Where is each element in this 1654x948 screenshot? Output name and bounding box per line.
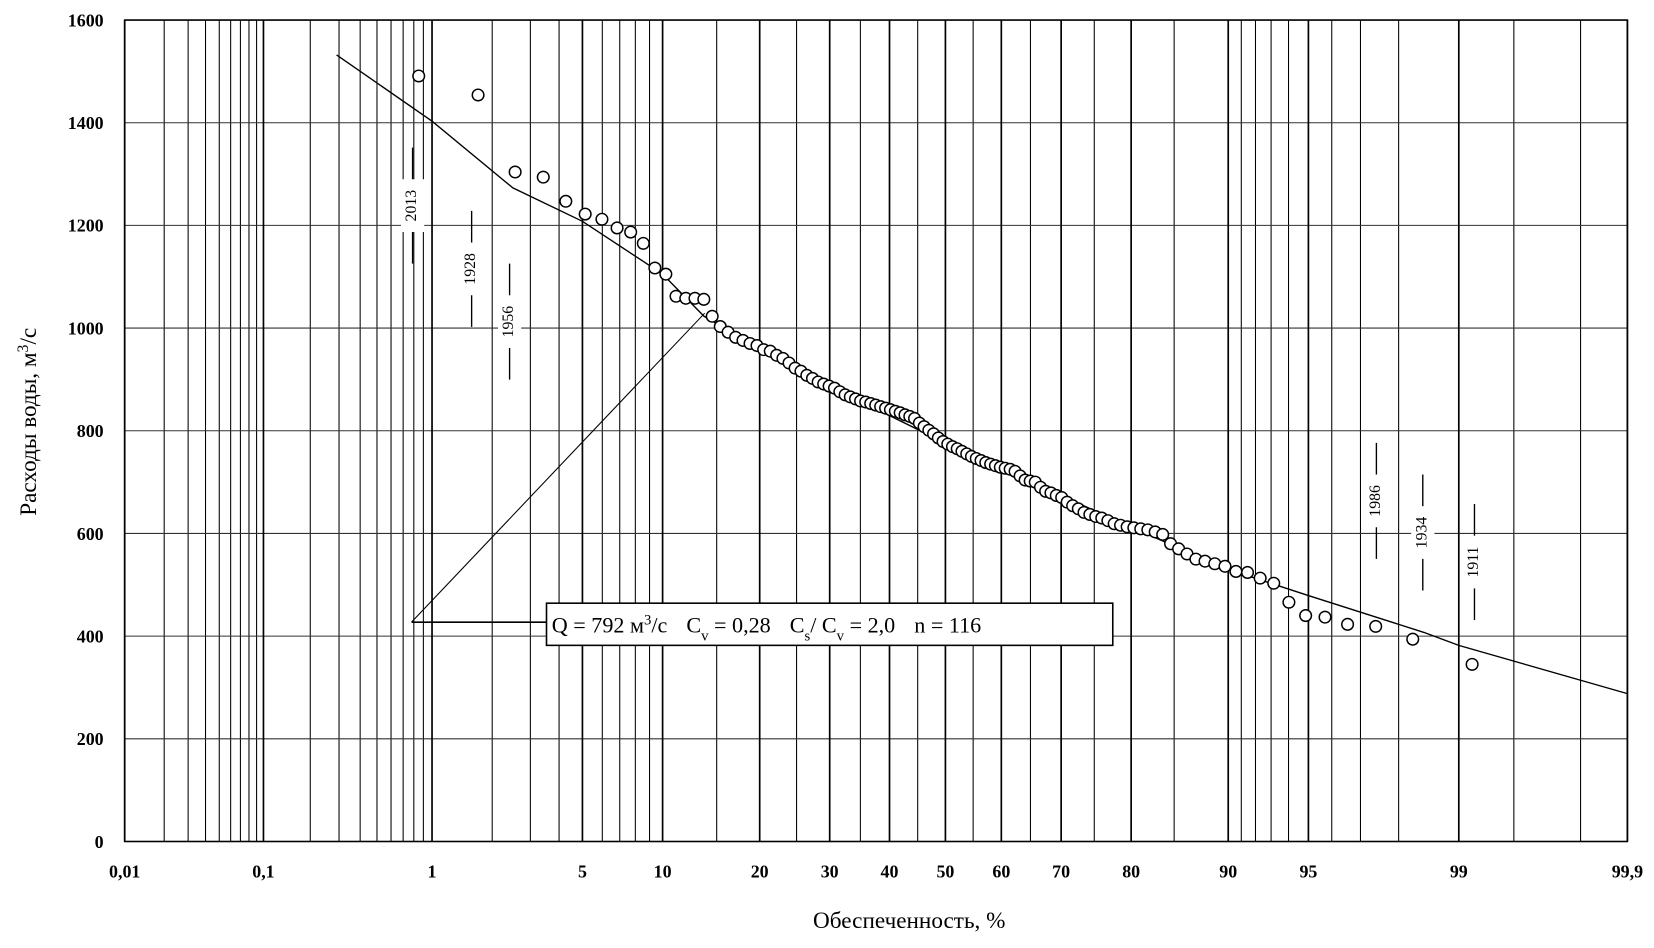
- data-point: [1318, 610, 1332, 624]
- y-tick-label: 800: [77, 421, 104, 441]
- data-point: [595, 212, 609, 226]
- year-label: 1986: [1367, 485, 1384, 517]
- year-label: 1934: [1413, 517, 1430, 549]
- year-label-box: [1411, 506, 1435, 559]
- stats-part: v: [837, 629, 845, 645]
- x-tick-label: 0,1: [252, 861, 274, 881]
- data-point: [1282, 595, 1296, 609]
- x-tick-label: 60: [992, 861, 1010, 881]
- data-point: [1299, 609, 1313, 623]
- data-point: [636, 236, 650, 250]
- x-tick-label: 10: [654, 861, 672, 881]
- stats-part: = 2,0: [844, 613, 895, 638]
- y-tick-label: 400: [77, 626, 104, 646]
- data-point: [1253, 571, 1267, 585]
- x-tick-label: 1: [428, 861, 437, 881]
- stats-part: s: [805, 629, 811, 645]
- labels: 0 200 400 600 800 1000 1200 1400 1600 0,01 0,1 1 5 10…: [15, 10, 1643, 881]
- data-point: [624, 225, 638, 239]
- year-label: 2013: [403, 190, 420, 222]
- year-label: 1911: [1465, 547, 1482, 578]
- data-point: [1406, 632, 1420, 646]
- data-point: [536, 170, 550, 184]
- x-tick-label: 5: [578, 861, 587, 881]
- x-tick-label: 90: [1219, 861, 1237, 881]
- data-point: [1218, 559, 1232, 573]
- plot-border: [123, 19, 1629, 843]
- data-point: [412, 69, 426, 83]
- data-point: [610, 221, 624, 235]
- x-tick-label: 80: [1122, 861, 1140, 881]
- data-point: [1229, 564, 1243, 578]
- stats-part: C: [686, 613, 701, 638]
- grid: [123, 19, 1629, 843]
- year-label-box: [1462, 535, 1487, 589]
- data-point: [559, 194, 573, 208]
- stats-part: n = 116: [914, 613, 981, 638]
- stats-text: Q = 792 м3/с Cv = 0,28 Cs/ Cv = 2,0 n = 116: [552, 613, 981, 645]
- x-tick-label: 70: [1052, 861, 1070, 881]
- x-axis-title: Обеспеченность, %: [813, 908, 1005, 934]
- x-tick-label: 99: [1450, 861, 1468, 881]
- y-tick-label: 1000: [68, 318, 104, 338]
- stats-part: / C: [810, 613, 836, 638]
- y-tick-label: 0: [95, 832, 104, 852]
- y-tick-label: 1600: [68, 10, 104, 30]
- leader-line: [411, 312, 706, 623]
- data-point: [1465, 657, 1479, 671]
- y-tick-label: 200: [77, 729, 104, 749]
- data-point: [1341, 617, 1355, 631]
- data-point: [471, 88, 485, 102]
- year-label-box: [497, 295, 522, 348]
- data-point: [508, 165, 522, 179]
- data-point: [578, 207, 592, 221]
- stats-part: v: [701, 629, 709, 645]
- stats-part: /с: [651, 613, 667, 638]
- stats-part: = 0,28: [708, 613, 770, 638]
- x-tick-label: 30: [821, 861, 839, 881]
- data-point: [1240, 565, 1255, 580]
- stats-box: [545, 602, 1114, 647]
- year-label: 1928: [462, 253, 479, 285]
- annotation-lines: [411, 312, 706, 623]
- x-tick-label: 0,01: [109, 861, 140, 881]
- stats-part: 3: [644, 613, 651, 629]
- x-tick-label: 20: [751, 861, 769, 881]
- x-tick-label: 99,9: [1612, 861, 1643, 881]
- x-tick-label: 95: [1299, 861, 1317, 881]
- y-tick-label: 1400: [68, 113, 104, 133]
- data-point: [1369, 619, 1383, 633]
- y-tick-label: 600: [77, 524, 104, 544]
- y-axis-title-part: Расходы воды, м: [16, 352, 42, 516]
- x-tick-label: 50: [936, 861, 954, 881]
- data-point: [648, 261, 662, 275]
- data-point: [1156, 527, 1170, 542]
- data-point: [697, 292, 711, 306]
- x-tick-label: 40: [881, 861, 899, 881]
- y-axis-title-part: 3: [15, 344, 32, 352]
- y-tick-label: 1200: [68, 216, 104, 236]
- stats-part: C: [790, 613, 805, 638]
- data-point: [1267, 576, 1281, 590]
- y-axis-title: Расходы воды, м3/с: [15, 328, 43, 516]
- marks: 2013 1928 1956 1986 1934 1911: [336, 54, 1628, 695]
- year-label-box: [400, 179, 425, 232]
- data-point: [705, 309, 719, 323]
- year-label: 1956: [500, 306, 517, 338]
- year-label-box: [1364, 474, 1388, 528]
- data-point: [659, 267, 673, 281]
- year-label-box: [460, 242, 484, 296]
- stats-part: Q = 792 м: [552, 613, 644, 638]
- y-axis-title-part: /с: [16, 328, 42, 345]
